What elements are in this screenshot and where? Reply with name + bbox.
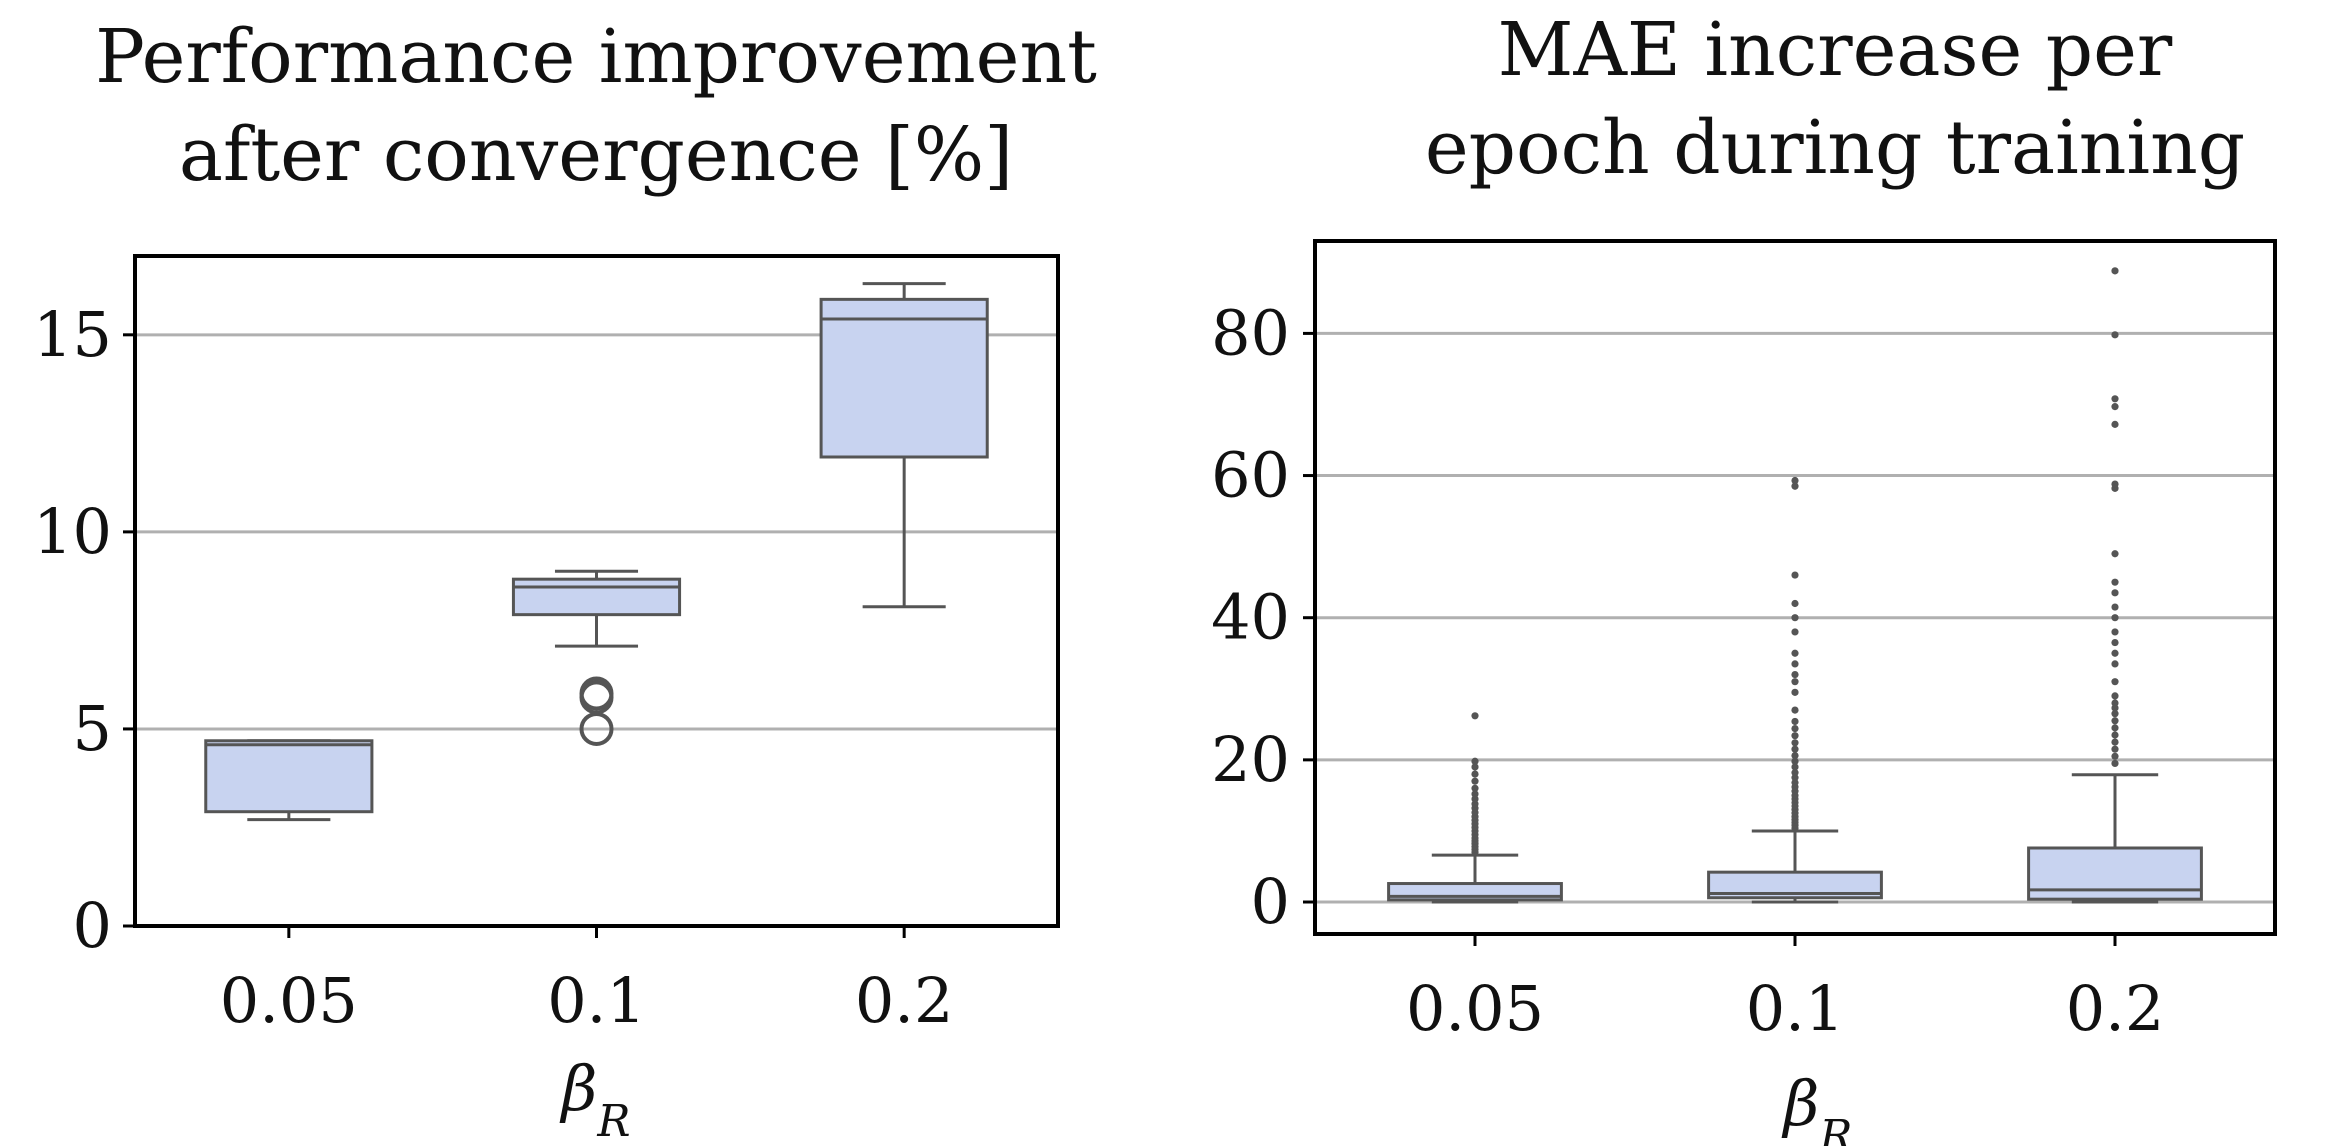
y-tick-label: 5 <box>73 692 112 765</box>
box-iqr <box>2027 846 2203 901</box>
outlier-point <box>1791 688 1799 696</box>
outlier-point <box>2111 614 2119 622</box>
outlier-point <box>1791 571 1799 579</box>
outlier-point <box>1791 678 1799 686</box>
outlier-point <box>2111 480 2119 488</box>
outlier-point <box>1471 800 1479 808</box>
left-chart-panel: Performance improvement after convergence… <box>33 14 1097 1146</box>
y-tick-label: 40 <box>1211 581 1290 654</box>
outlier-point <box>2111 731 2119 739</box>
outlier-point <box>2111 710 2119 718</box>
outlier-point <box>1791 717 1799 726</box>
outlier-point <box>1791 745 1799 753</box>
outlier-point <box>1791 599 1799 608</box>
outlier-point <box>1791 476 1799 485</box>
outlier-point <box>2111 331 2119 339</box>
x-tick-label: 0.05 <box>1406 972 1544 1045</box>
x-tick-label: 0.2 <box>855 964 954 1037</box>
y-tick-label: 20 <box>1211 723 1290 796</box>
outlier-point <box>2111 649 2119 657</box>
outlier-point <box>1471 784 1479 792</box>
x-tick-label: 0.2 <box>2066 972 2165 1045</box>
outlier-point <box>1791 706 1799 714</box>
y-tick-label: 10 <box>33 495 112 568</box>
outlier-point <box>2111 589 2119 597</box>
x-axis-label: βR <box>560 1052 631 1146</box>
outlier-point <box>1791 660 1799 668</box>
outlier-point <box>1471 770 1479 778</box>
axes-frame <box>133 254 1060 928</box>
right-chart-panel: MAE increase per epoch during training 0 20… <box>1211 7 2277 1146</box>
outlier-point <box>1471 777 1479 785</box>
chart-title-line: epoch during training <box>1425 105 2245 191</box>
outlier-point <box>1791 732 1799 740</box>
outlier-point <box>2111 628 2119 636</box>
outlier-point <box>1791 724 1799 733</box>
outlier-point <box>2111 745 2119 753</box>
chart-title-line: MAE increase per <box>1498 7 2173 93</box>
outlier-point <box>1791 482 1799 490</box>
outlier-point <box>2111 578 2119 586</box>
outlier-point <box>1471 790 1479 798</box>
outlier-point <box>2111 759 2119 768</box>
y-tick-label: 60 <box>1211 439 1290 512</box>
outlier-point <box>1791 779 1799 787</box>
outlier-point <box>1791 757 1799 765</box>
outlier-point <box>1791 614 1799 622</box>
outlier-point <box>2111 692 2119 700</box>
y-tick-label: 15 <box>33 298 112 371</box>
outlier-point <box>1791 628 1799 636</box>
x-tick-label: 0.1 <box>547 964 646 1037</box>
outlier-point <box>1791 763 1799 771</box>
outlier-point <box>579 676 614 711</box>
outlier-point <box>1471 763 1479 771</box>
box-iqr <box>511 577 682 617</box>
outlier-point <box>1791 769 1799 777</box>
outlier-point <box>1471 712 1479 720</box>
outlier-point <box>2111 704 2119 712</box>
outlier-point <box>2111 699 2119 707</box>
outlier-point <box>2111 752 2119 760</box>
outlier-point <box>2111 403 2119 411</box>
outlier-point <box>2111 660 2119 668</box>
box-iqr <box>204 739 374 814</box>
y-tick-label: 0 <box>1251 865 1290 938</box>
outlier-point <box>1471 757 1479 765</box>
outlier-point <box>2111 638 2119 647</box>
outlier-point <box>2111 420 2119 428</box>
outlier-point <box>2111 738 2119 746</box>
outlier-point <box>1791 751 1799 760</box>
outlier-point <box>1791 649 1799 657</box>
x-tick-label: 0.05 <box>220 964 358 1037</box>
outlier-point <box>1791 739 1799 747</box>
chart-title-line: Performance improvement <box>95 14 1097 100</box>
outlier-point <box>2111 717 2119 725</box>
box-iqr <box>819 297 989 459</box>
outlier-point <box>2111 267 2119 275</box>
outlier-point <box>2111 678 2119 686</box>
outlier-point <box>2111 395 2119 403</box>
outlier-point <box>2111 724 2119 732</box>
axes-frame <box>1313 239 2277 936</box>
x-tick-label: 0.1 <box>1746 972 1845 1045</box>
outlier-point <box>2111 603 2119 611</box>
y-tick-label: 80 <box>1211 296 1290 369</box>
outlier-point <box>1791 670 1799 679</box>
x-axis-label: βR <box>1782 1067 1853 1146</box>
outlier-point <box>2111 550 2119 558</box>
outlier-point <box>1471 795 1479 803</box>
y-tick-label: 0 <box>73 889 112 962</box>
outlier-point <box>1791 774 1799 782</box>
chart-title-line: after convergence [%] <box>179 112 1013 198</box>
